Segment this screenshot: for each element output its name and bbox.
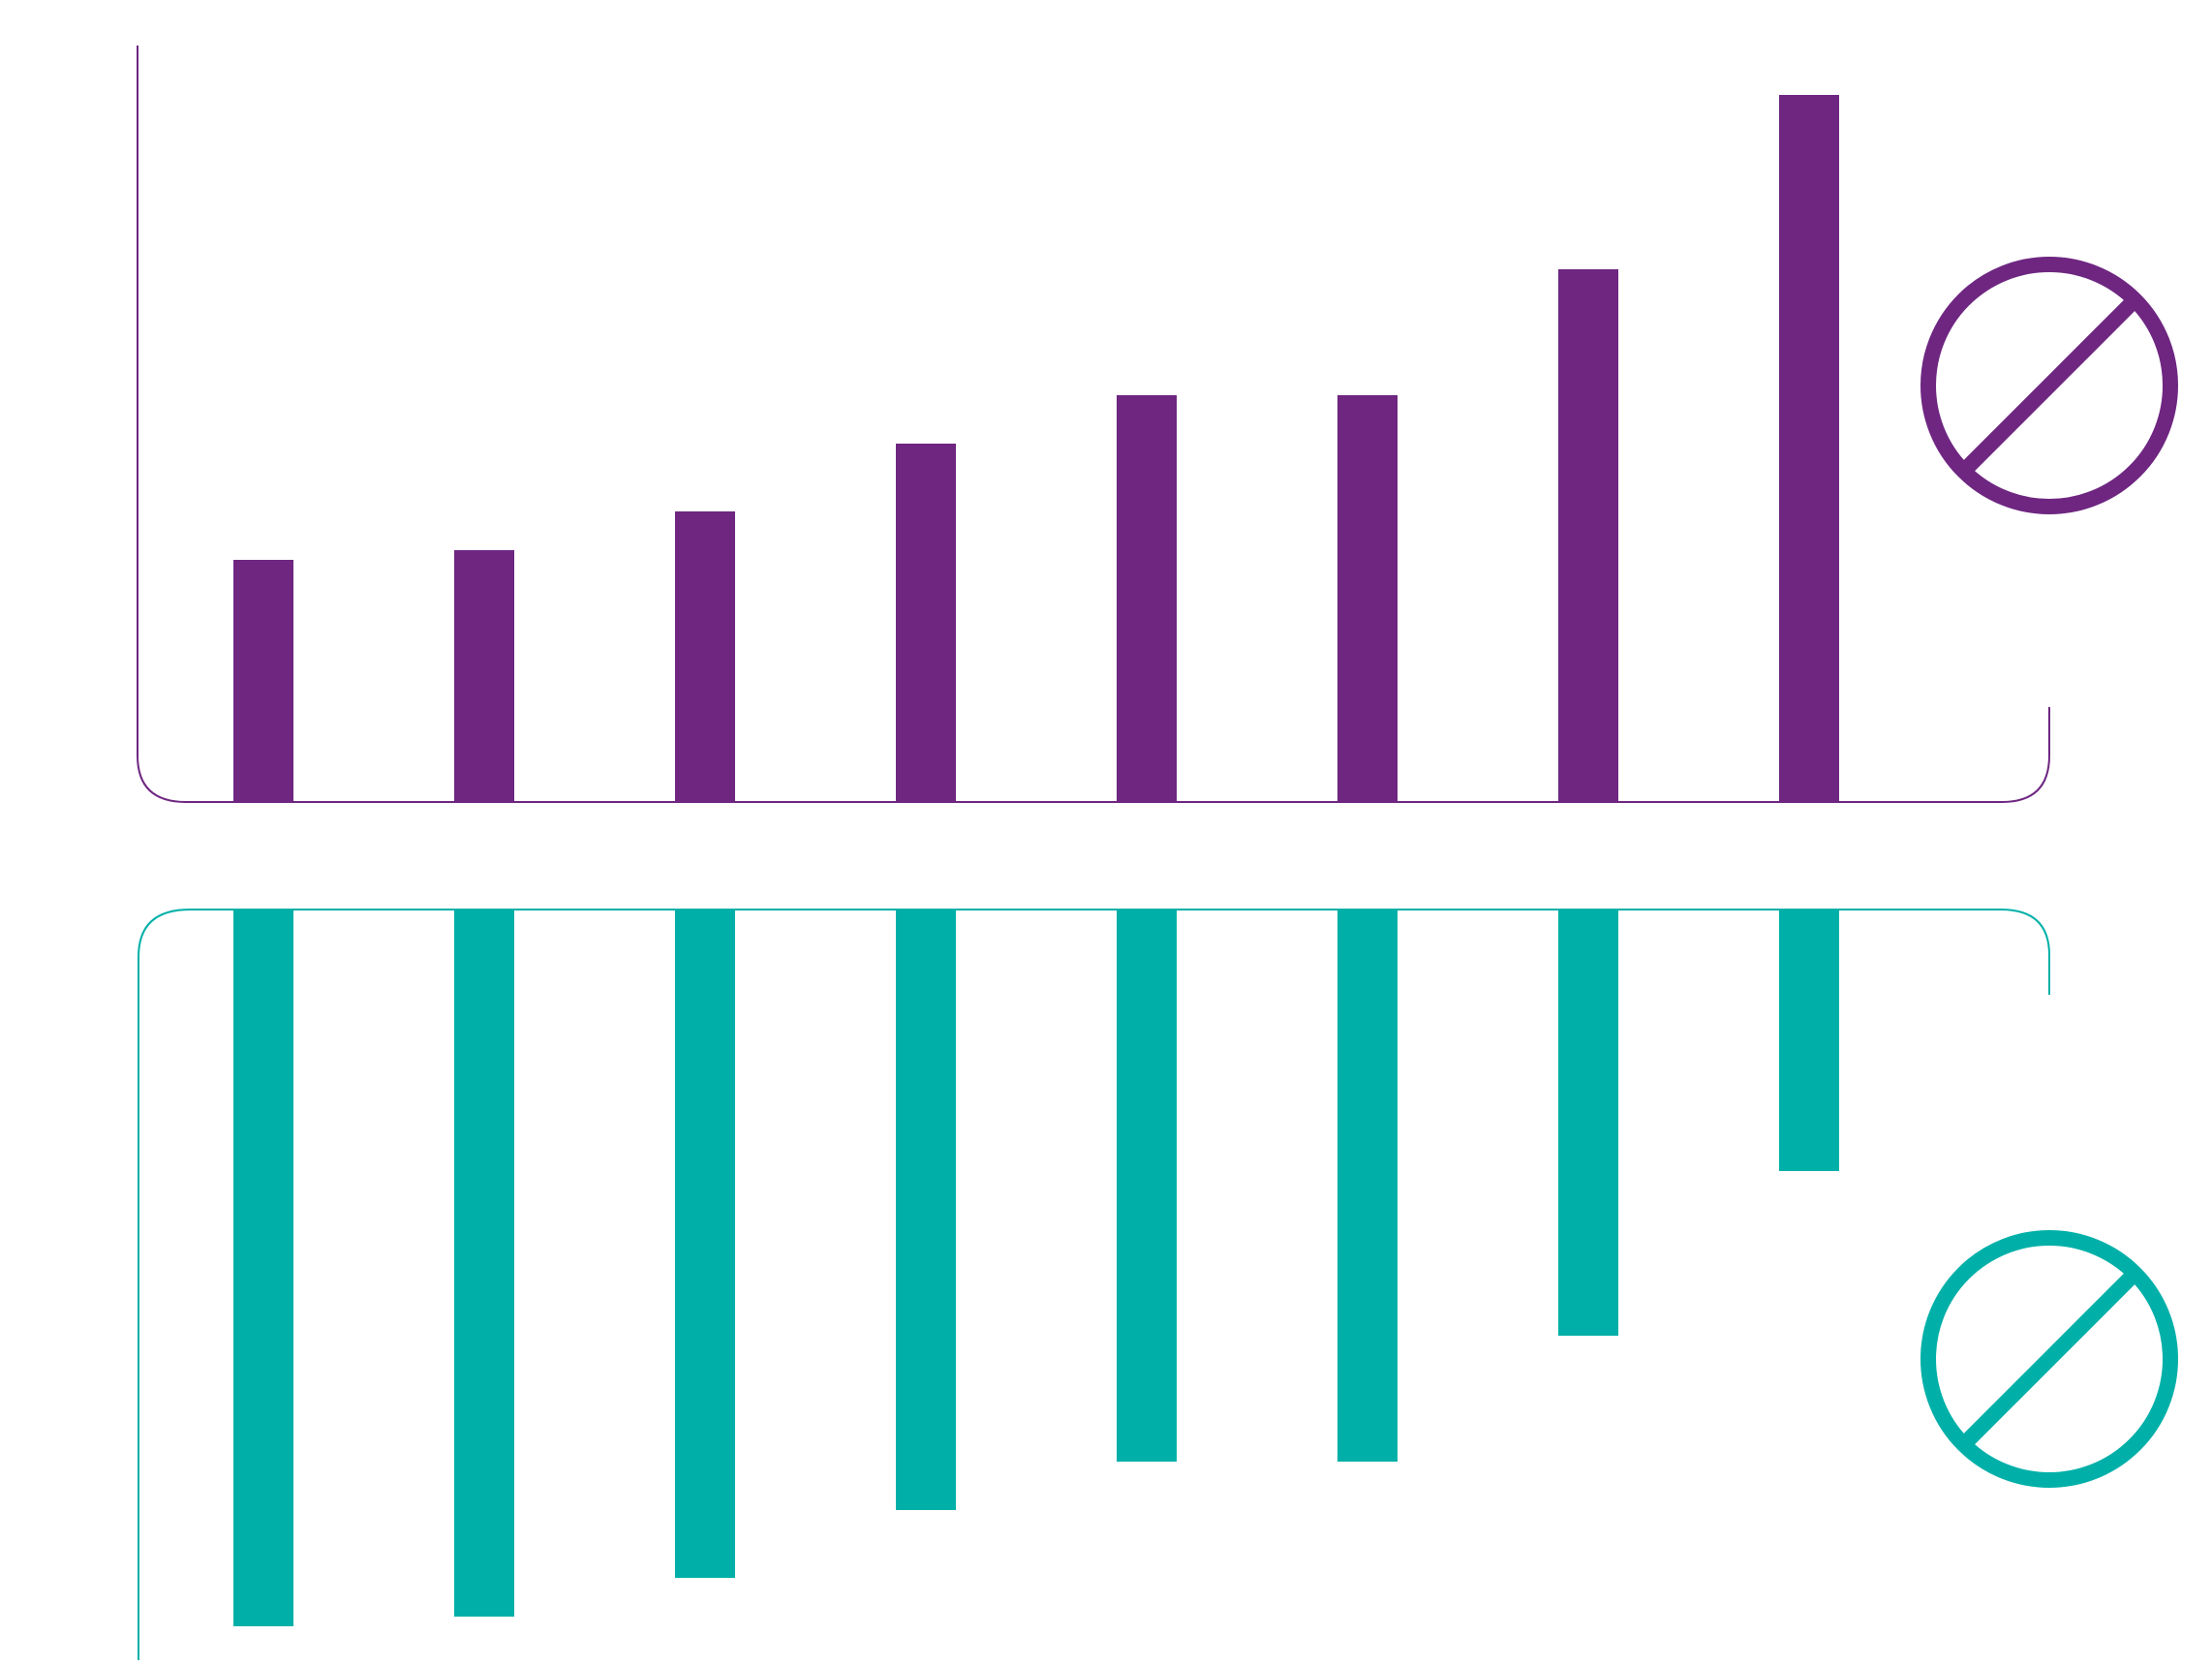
bottom-bar-5 <box>1117 910 1177 1462</box>
bottom-bar-4 <box>896 910 956 1510</box>
top-bar-chart <box>137 46 2178 803</box>
bottom-bars <box>233 910 1839 1626</box>
top-chart-axis <box>137 46 2050 803</box>
bottom-bar-chart <box>138 909 2178 1660</box>
bottom-bar-7 <box>1558 910 1618 1336</box>
bottom-bar-2 <box>454 910 514 1617</box>
bottom-bar-8 <box>1779 910 1839 1171</box>
bottom-bar-1 <box>233 910 293 1626</box>
top-bar-2 <box>454 550 514 802</box>
top-bar-1 <box>233 560 293 802</box>
top-bars <box>233 95 1839 802</box>
bottom-chart-axis <box>138 909 2050 1660</box>
prohibited-icon <box>1920 257 2178 514</box>
top-bar-3 <box>675 511 735 802</box>
top-bar-4 <box>896 444 956 802</box>
top-bar-6 <box>1337 395 1398 802</box>
top-bar-5 <box>1117 395 1177 802</box>
bottom-bar-6 <box>1337 910 1398 1462</box>
top-bar-7 <box>1558 269 1618 802</box>
top-bar-8 <box>1779 95 1839 802</box>
prohibited-icon <box>1920 1230 2178 1488</box>
bottom-bar-3 <box>675 910 735 1578</box>
